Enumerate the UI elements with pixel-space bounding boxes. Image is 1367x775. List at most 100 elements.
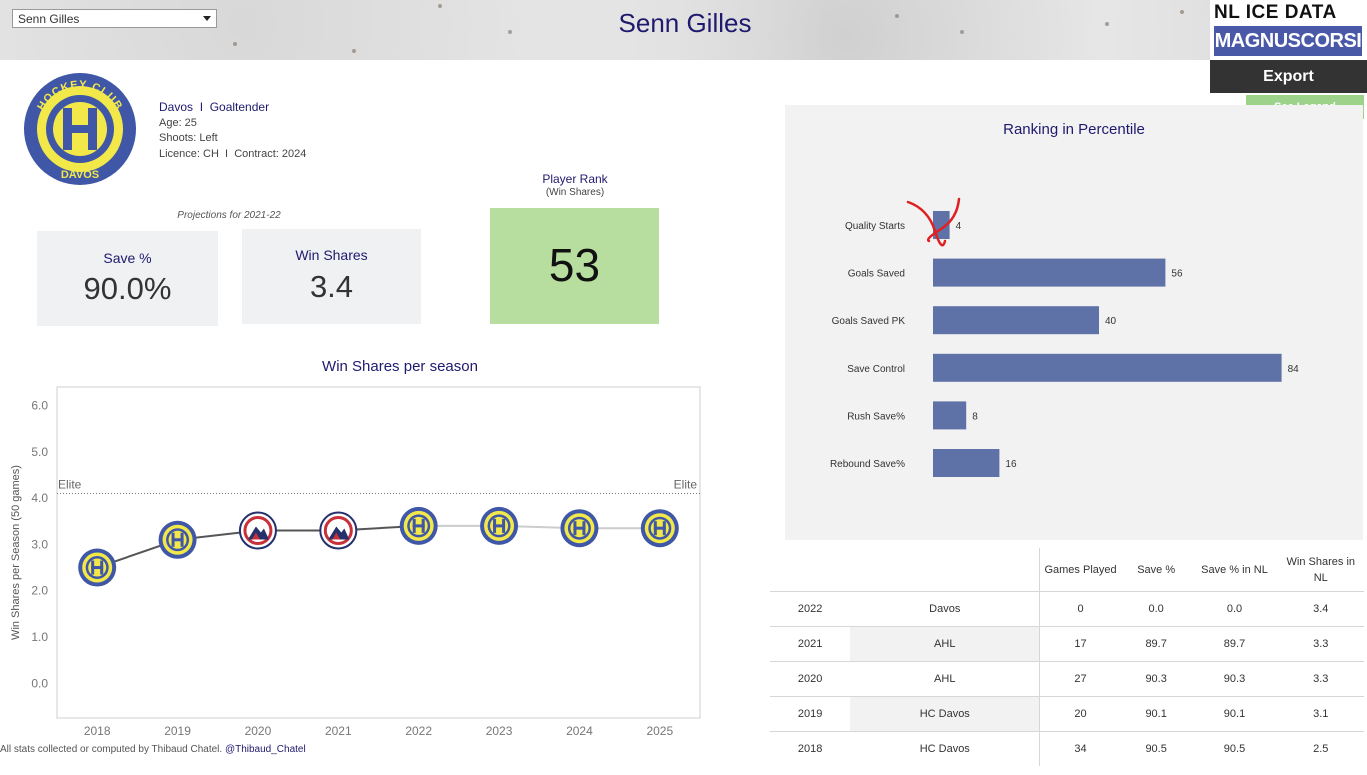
y-axis-label: Win Shares per Season (50 games)	[10, 465, 22, 640]
x-tick-label: 2025	[646, 724, 673, 738]
cell-team: HC Davos	[850, 731, 1040, 766]
cell-ws-nl: 3.3	[1277, 626, 1364, 662]
player-position: Goaltender	[209, 100, 270, 114]
cell-team: AHL	[850, 626, 1040, 662]
cell-save-nl: 90.1	[1191, 696, 1278, 732]
export-button[interactable]: Export	[1210, 60, 1367, 93]
data-point-team-logo	[238, 511, 277, 550]
save-pct-label: Save %	[103, 250, 152, 266]
percentile-bar	[933, 401, 967, 430]
save-pct-card: Save % 90.0%	[37, 231, 218, 326]
cell-year: 2019	[770, 696, 851, 732]
data-point-team-logo	[640, 509, 679, 548]
win-shares-chart-title: Win Shares per season	[322, 358, 478, 375]
cell-games: 17	[1039, 626, 1121, 662]
table-header-save-nl: Save % in NL	[1201, 563, 1268, 576]
percentile-bar	[933, 353, 1282, 382]
win-shares-chart: 0.0 1.0 2.0 3.0 4.0 5.0 6.0 Win Shares per Seas…	[10, 386, 701, 738]
cell-save: 89.7	[1120, 626, 1192, 662]
bar-value-label: 56	[1171, 269, 1183, 280]
player-team: Davos	[159, 100, 194, 114]
cell-games: 27	[1039, 661, 1121, 697]
footer-handle-link[interactable]: @Thibaud_Chatel	[224, 744, 306, 755]
ranking-chart-title: Ranking in Percentile	[1003, 121, 1145, 138]
data-point-team-logo	[158, 520, 197, 559]
player-age: Age: 25	[159, 116, 197, 129]
cell-save: 90.3	[1120, 661, 1192, 697]
player-select-dropdown[interactable]: Senn Gilles	[12, 9, 217, 28]
bar-category-label: Rebound Save%	[830, 459, 905, 470]
cell-year: 2021	[770, 626, 851, 662]
bar-value-label: 8	[972, 411, 978, 422]
elite-label-left: Elite	[58, 477, 82, 491]
y-tick-label: 2.0	[31, 584, 48, 598]
win-shares-value: 3.4	[309, 269, 354, 304]
data-point-team-logo	[560, 509, 599, 548]
table-header-row: Games Played Save % Save % in NL Win Sha…	[770, 548, 1364, 592]
footer-credit: All stats collected or computed by Thiba…	[0, 744, 306, 755]
table-row: 2018 HC Davos 34 90.5 90.5 2.5	[770, 731, 1364, 766]
player-info: Davos I Goaltender Age: 25 Shoots: Left …	[159, 100, 306, 162]
save-pct-value: 90.0%	[83, 271, 172, 306]
table-header-team	[850, 548, 1039, 592]
cell-save-nl: 0.0	[1191, 591, 1278, 627]
ranking-panel: Ranking in Percentile Quality Starts 4 Goa…	[785, 105, 1363, 540]
bar-value-label: 40	[1105, 316, 1117, 327]
footer-text: All stats collected or computed by Thiba…	[0, 744, 225, 755]
cell-team: AHL	[850, 661, 1040, 697]
data-point-team-logo	[399, 506, 438, 545]
player-select-value: Senn Gilles	[18, 12, 80, 26]
bar-category-label: Goals Saved PK	[832, 316, 906, 327]
plot-frame	[56, 386, 701, 719]
player-rank-card: 53	[490, 208, 659, 324]
bar-category-label: Rush Save%	[847, 411, 905, 422]
cell-save: 90.1	[1120, 696, 1192, 732]
bar-category-label: Quality Starts	[845, 221, 905, 232]
page-title: Senn Gilles	[618, 8, 752, 38]
y-tick-label: 5.0	[31, 445, 48, 459]
data-point-team-logo	[319, 511, 358, 550]
cell-save-nl: 90.3	[1191, 661, 1278, 697]
percentile-bar	[933, 258, 1166, 287]
cell-games: 20	[1039, 696, 1121, 732]
bar-value-label: 84	[1288, 364, 1300, 375]
team-logo-bottom-text: DAVOS	[61, 169, 99, 181]
table-header-year	[770, 548, 850, 592]
ranking-chart: Quality Starts 4 Goals Saved 56 Goals Saved …	[830, 197, 1300, 477]
player-rank-value: 53	[548, 239, 601, 291]
player-rank-subtitle: (Win Shares)	[545, 187, 605, 198]
cell-team: HC Davos	[850, 696, 1040, 732]
cell-save: 90.5	[1120, 731, 1192, 766]
brand-logo: NL ICE DATA MAGNUSCORSI	[1210, 0, 1367, 60]
cell-save-nl: 89.7	[1191, 626, 1278, 662]
cell-save-nl: 90.5	[1191, 731, 1278, 766]
red-x-mark-icon	[906, 197, 961, 247]
y-tick-label: 3.0	[31, 537, 48, 551]
data-point-team-logo	[78, 548, 117, 587]
player-rank-title: Player Rank	[542, 172, 608, 186]
x-tick-label: 2019	[164, 724, 191, 738]
table-header-save: Save %	[1137, 563, 1176, 576]
y-tick-label: 4.0	[31, 491, 48, 505]
table-row: 2022 Davos 0 0.0 0.0 3.4	[770, 591, 1364, 627]
chevron-down-icon	[203, 16, 211, 21]
percentile-bar	[933, 449, 1000, 477]
x-tick-label: 2022	[405, 724, 432, 738]
win-shares-card: Win Shares 3.4	[242, 229, 421, 324]
player-licence: Licence: CH I Contract: 2024	[159, 147, 307, 160]
cell-year: 2022	[770, 591, 851, 627]
table-header-ws-nl: Win Shares in NL	[1286, 555, 1356, 584]
season-stats-table: Games Played Save % Save % in NL Win Sha…	[770, 548, 1364, 766]
cell-year: 2018	[770, 731, 851, 766]
y-tick-label: 0.0	[31, 676, 48, 690]
projections-caption: Projections for 2021-22	[177, 210, 281, 221]
bar-value-label: 4	[956, 221, 962, 232]
x-tick-label: 2018	[84, 724, 111, 738]
cell-ws-nl: 3.4	[1277, 591, 1364, 627]
x-tick-label: 2023	[486, 724, 513, 738]
player-shoots: Shoots: Left	[159, 132, 218, 144]
percentile-bar	[933, 306, 1099, 335]
data-point-team-logo	[480, 506, 519, 545]
info-separator: I	[199, 100, 204, 114]
bar-category-label: Save Control	[847, 364, 905, 375]
